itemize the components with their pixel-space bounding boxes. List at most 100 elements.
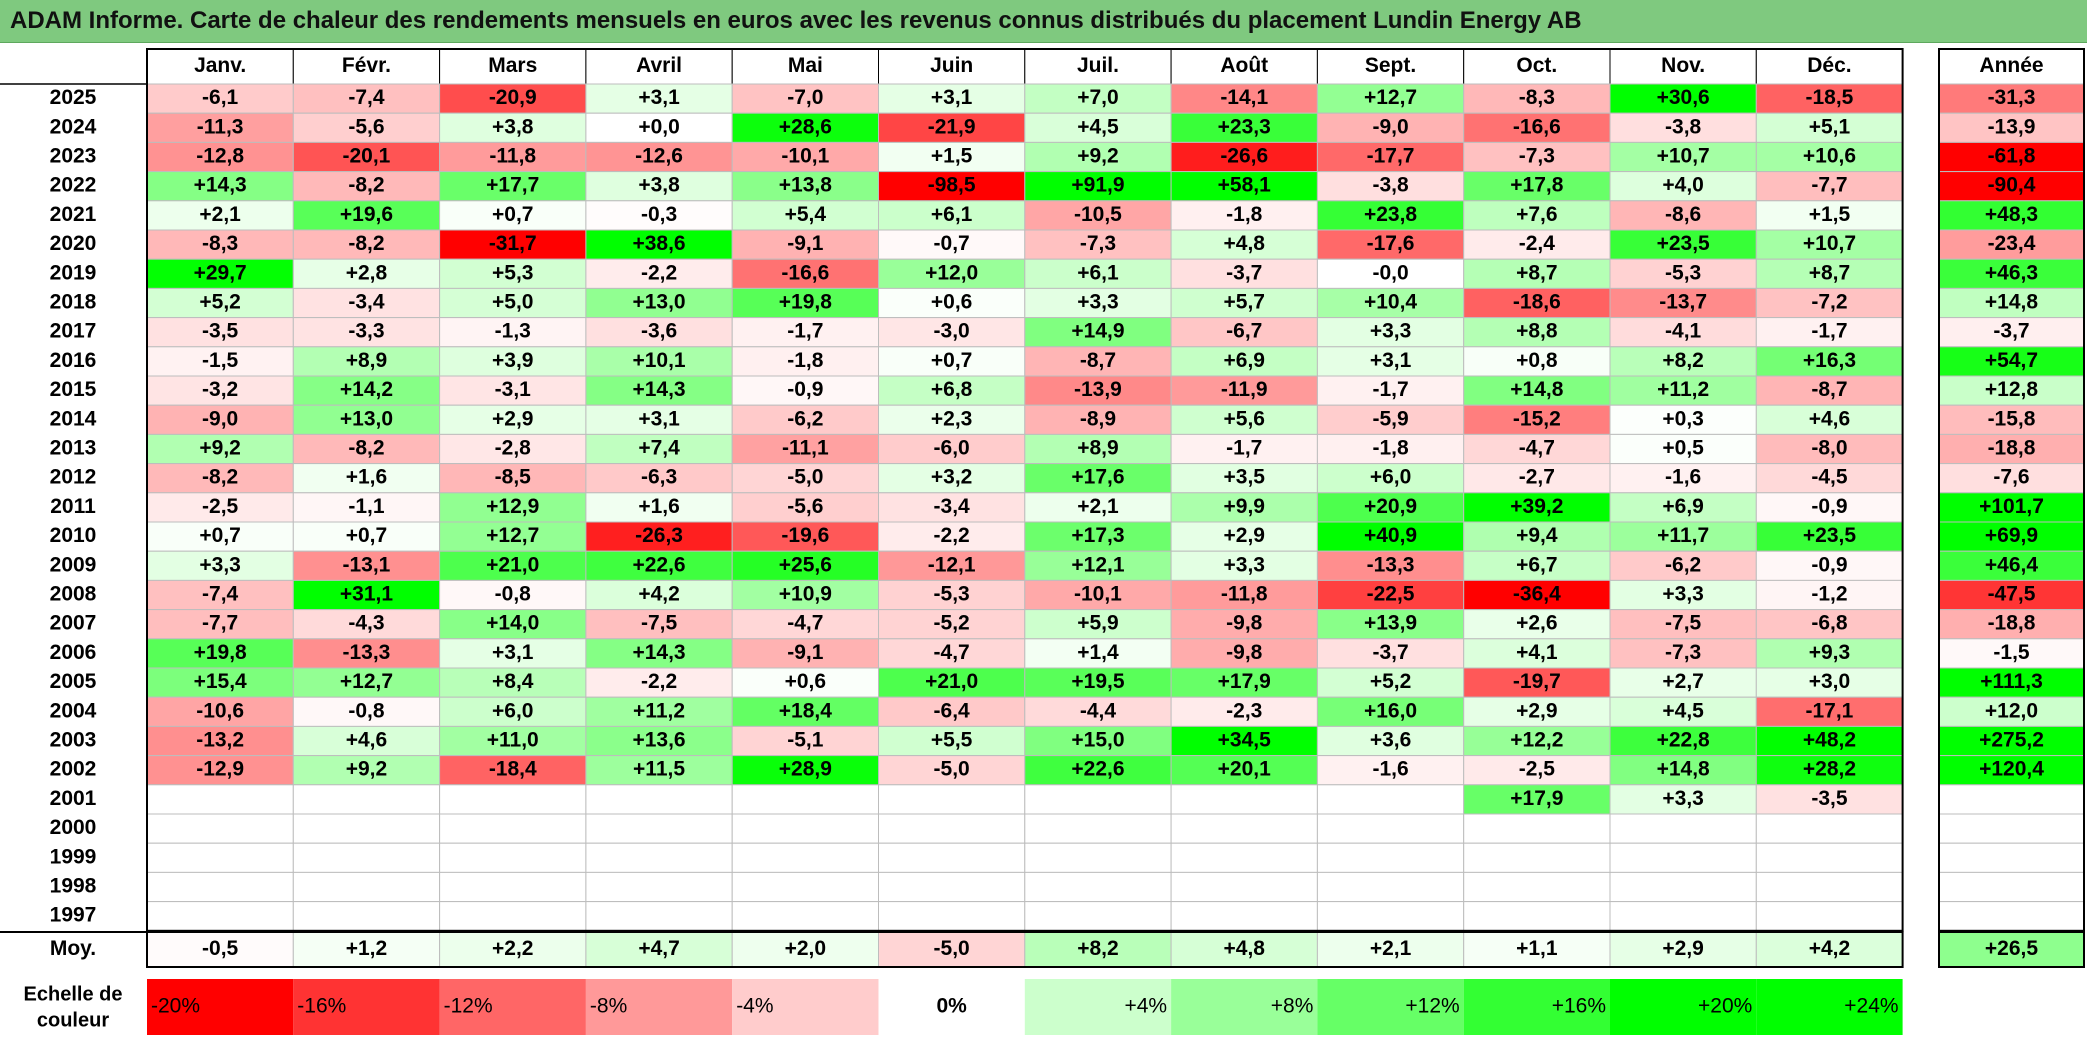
cell-value: +14,3 bbox=[632, 641, 685, 664]
heatmap-cell bbox=[292, 871, 441, 903]
cell-value: -1,8 bbox=[787, 349, 824, 372]
cell-value: -12,8 bbox=[196, 145, 244, 168]
annual-value: +54,7 bbox=[1985, 349, 2038, 372]
heatmap-cell bbox=[585, 638, 733, 669]
heatmap-cell bbox=[1463, 463, 1611, 494]
heatmap-cell bbox=[1024, 784, 1172, 815]
cell-value: +5,2 bbox=[1370, 670, 1411, 693]
year-label-2007: 2007 bbox=[50, 612, 97, 635]
heatmap-cell bbox=[1024, 667, 1172, 698]
annual-value: -47,5 bbox=[1988, 583, 2036, 606]
scale-label-6: +4% bbox=[1124, 995, 1167, 1018]
heatmap-cell bbox=[878, 755, 1026, 786]
grid-border bbox=[146, 48, 1904, 932]
annual-cell bbox=[1938, 229, 2085, 260]
cell-value: +0,0 bbox=[638, 115, 679, 138]
year-label-2025: 2025 bbox=[50, 86, 97, 109]
scale-swatch bbox=[1610, 979, 1757, 1035]
average-value: +4,8 bbox=[1224, 937, 1266, 960]
year-label-2010: 2010 bbox=[50, 524, 97, 547]
average-cell bbox=[1170, 931, 1318, 968]
heatmap-cell bbox=[292, 433, 441, 465]
cell-value: -13,1 bbox=[343, 553, 391, 576]
cell-value: +1,5 bbox=[931, 145, 973, 168]
heatmap-cell bbox=[731, 521, 880, 552]
month-header-11: Nov. bbox=[1661, 54, 1705, 77]
cell-value: -6,3 bbox=[641, 466, 677, 489]
annual-value: +46,3 bbox=[1985, 261, 2038, 284]
heatmap-cell bbox=[1609, 521, 1757, 552]
month-header-5: Mai bbox=[788, 54, 823, 77]
cell-value: -7,0 bbox=[787, 86, 823, 109]
heatmap-cell bbox=[439, 755, 587, 786]
heatmap-cell bbox=[731, 784, 880, 815]
cell-value: +14,9 bbox=[1071, 320, 1124, 343]
cell-value: -6,4 bbox=[934, 699, 971, 722]
heatmap-cell bbox=[1170, 521, 1318, 552]
heatmap-cell bbox=[292, 141, 441, 173]
heatmap-cell bbox=[1316, 200, 1465, 231]
heatmap-cell bbox=[1024, 404, 1172, 435]
cell-value: -1,1 bbox=[348, 495, 385, 518]
heatmap-cell bbox=[292, 696, 441, 727]
cell-value: -0,8 bbox=[495, 583, 532, 606]
heatmap-cell bbox=[1316, 871, 1465, 903]
average-cell bbox=[1463, 931, 1611, 968]
cell-value: +39,2 bbox=[1510, 495, 1563, 518]
cell-value: -5,1 bbox=[787, 729, 824, 752]
cell-value: -3,7 bbox=[1226, 261, 1262, 284]
year-label-2022: 2022 bbox=[50, 174, 97, 197]
cell-value: +19,5 bbox=[1071, 670, 1124, 693]
scale-label-0: -20% bbox=[151, 995, 200, 1018]
heatmap-cell bbox=[585, 901, 733, 932]
year-label-2011: 2011 bbox=[50, 495, 96, 518]
heatmap-cell bbox=[1170, 667, 1318, 698]
cell-value: -10,1 bbox=[781, 145, 829, 168]
heatmap-cell bbox=[1170, 579, 1318, 611]
heatmap-cell bbox=[878, 375, 1026, 406]
average-value: +1,2 bbox=[346, 937, 387, 960]
cell-value: +58,1 bbox=[1218, 174, 1271, 197]
heatmap-cell bbox=[439, 463, 587, 494]
year-label-2008: 2008 bbox=[50, 583, 97, 606]
cell-value: -0,8 bbox=[348, 699, 385, 722]
month-header-9: Sept. bbox=[1365, 54, 1416, 77]
annual-value: +46,4 bbox=[1985, 553, 2038, 576]
scale-label-3: -8% bbox=[590, 995, 627, 1018]
heatmap-cell bbox=[292, 200, 441, 231]
annual-value: -23,4 bbox=[1988, 232, 2036, 255]
cell-value: -2,3 bbox=[1226, 699, 1262, 722]
cell-value: -13,7 bbox=[1659, 291, 1707, 314]
cell-value: +16,3 bbox=[1803, 349, 1856, 372]
heatmap-cell bbox=[439, 638, 587, 669]
cell-value: +3,1 bbox=[492, 641, 534, 664]
heatmap-cell bbox=[1463, 871, 1611, 903]
cell-value: -3,7 bbox=[1372, 641, 1408, 664]
month-header-cell bbox=[1609, 48, 1757, 85]
heatmap-cell bbox=[1609, 784, 1757, 815]
heatmap-cell bbox=[1755, 813, 1904, 844]
heatmap-cell bbox=[878, 112, 1026, 143]
cell-value: +2,7 bbox=[1662, 670, 1703, 693]
cell-value: +30,6 bbox=[1657, 86, 1710, 109]
year-label-2024: 2024 bbox=[50, 115, 97, 138]
cell-value: -0,9 bbox=[1811, 553, 1847, 576]
cell-value: +19,8 bbox=[779, 291, 832, 314]
average-cell bbox=[1609, 931, 1757, 968]
heatmap-cell bbox=[1755, 287, 1904, 319]
cell-value: +17,8 bbox=[1510, 174, 1563, 197]
cell-value: +0,6 bbox=[931, 291, 972, 314]
year-label-1997: 1997 bbox=[50, 904, 97, 927]
average-value: +8,2 bbox=[1077, 937, 1118, 960]
heatmap-cell bbox=[292, 550, 441, 581]
annual-value: -61,8 bbox=[1988, 145, 2036, 168]
cell-value: +13,0 bbox=[340, 407, 393, 430]
cell-value: -8,9 bbox=[1080, 407, 1116, 430]
cell-value: +10,7 bbox=[1657, 145, 1710, 168]
cell-value: +17,6 bbox=[1071, 466, 1124, 489]
heatmap-cell bbox=[1316, 317, 1465, 348]
cell-value: +11,0 bbox=[487, 729, 539, 752]
cell-value: +14,8 bbox=[1657, 758, 1710, 781]
heatmap-cell bbox=[1755, 83, 1904, 114]
cell-value: -0,9 bbox=[787, 378, 823, 401]
